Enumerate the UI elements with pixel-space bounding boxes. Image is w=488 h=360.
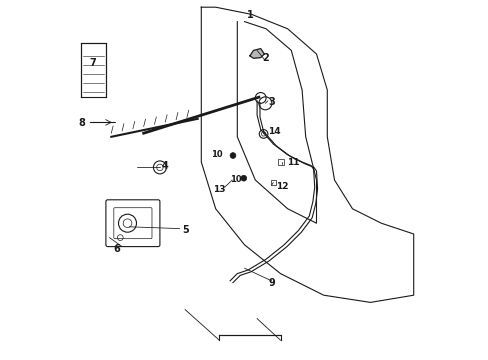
Text: 3: 3 [267, 96, 274, 107]
Text: 5: 5 [182, 225, 189, 235]
Text: 4: 4 [162, 161, 168, 171]
Text: 7: 7 [89, 58, 96, 68]
Text: 9: 9 [267, 278, 274, 288]
Text: 6: 6 [113, 244, 120, 254]
Text: 13: 13 [213, 185, 225, 194]
Text: 8: 8 [78, 118, 85, 128]
Text: 12: 12 [276, 182, 288, 191]
Text: 11: 11 [286, 158, 299, 167]
Bar [270, 180, 276, 185]
Circle shape [241, 175, 246, 181]
Polygon shape [249, 49, 264, 58]
Text: 14: 14 [267, 127, 280, 136]
Circle shape [230, 153, 235, 158]
Bar [277, 159, 284, 165]
Text: 10: 10 [229, 175, 241, 184]
Text: 2: 2 [262, 53, 268, 63]
Text: 10: 10 [210, 150, 222, 159]
Text: 1: 1 [246, 10, 253, 20]
